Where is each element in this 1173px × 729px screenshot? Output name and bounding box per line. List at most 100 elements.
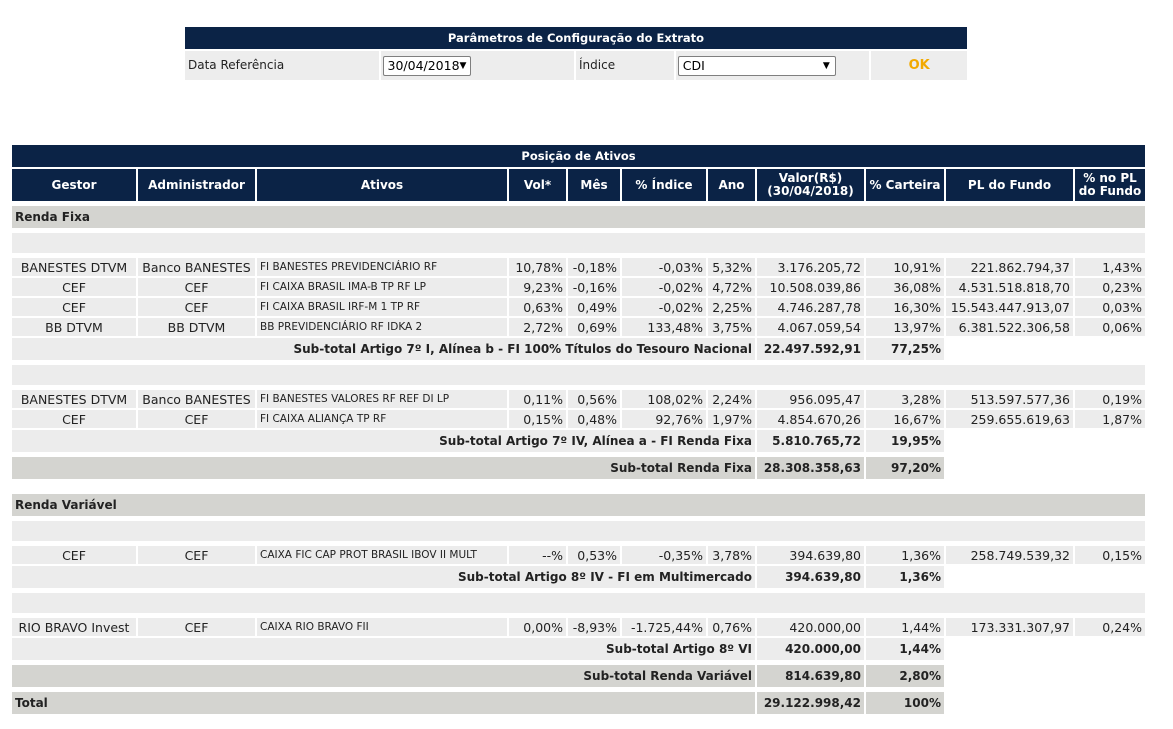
col-gestor: Gestor <box>12 167 136 201</box>
grand-total-carteira: 100% <box>866 692 944 714</box>
cell-admin: CEF <box>138 278 255 298</box>
cell-vol: 0,15% <box>509 410 566 430</box>
section-renda-variavel: Renda Variável <box>12 494 1145 516</box>
section-title: Renda Fixa <box>12 206 1145 228</box>
cell-ano: 1,97% <box>708 410 755 430</box>
date-label: Data Referência <box>185 51 379 80</box>
cell-pl: 513.597.577,36 <box>946 390 1073 410</box>
cell-pl: 15.543.447.913,07 <box>946 298 1073 318</box>
cell-vol: 9,23% <box>509 278 566 298</box>
cell-gestor: RIO BRAVO Invest <box>12 618 136 638</box>
cell-vol: 2,72% <box>509 318 566 338</box>
cell-admin: Banco BANESTES <box>138 258 255 278</box>
cell-valor: 394.639,80 <box>757 546 864 566</box>
subtotal-carteira: 77,25% <box>866 338 944 360</box>
cell-ano: 3,75% <box>708 318 755 338</box>
subtotal-label: Sub-total Artigo 7º IV, Alínea a - FI Re… <box>12 430 755 452</box>
subtotal-carteira: 1,36% <box>866 566 944 588</box>
cell-admin: CEF <box>138 618 255 638</box>
cell-carteira: 13,97% <box>866 318 944 338</box>
subtotal-valor: 28.308.358,63 <box>757 457 864 479</box>
cell-admin: CEF <box>138 410 255 430</box>
cell-indice: -1.725,44% <box>622 618 706 638</box>
index-cell: CDI ▼ <box>675 51 870 80</box>
col-ativos: Ativos <box>257 167 507 201</box>
grand-total-row: Total 29.122.998,42 100% <box>12 692 1145 714</box>
cell-pct_pl: 0,24% <box>1075 618 1145 638</box>
table-row: CEF CEF CAIXA FIC CAP PROT BRASIL IBOV II … <box>12 546 1145 566</box>
cell-mes: 0,56% <box>568 390 620 410</box>
positions-table: Posição de Ativos Gestor Administrador A… <box>10 145 1147 714</box>
cell-ativo: FI BANESTES PREVIDENCIÁRIO RF <box>257 258 507 278</box>
col-valor: Valor(R$) (30/04/2018) <box>757 167 864 201</box>
date-select-value: 30/04/2018 <box>387 58 460 73</box>
cell-gestor: CEF <box>12 278 136 298</box>
subtotal-row: Sub-total Artigo 7º IV, Alínea a - FI Re… <box>12 430 1145 452</box>
subtotal-label: Sub-total Renda Fixa <box>12 457 755 479</box>
cell-gestor: CEF <box>12 546 136 566</box>
table-header: Gestor Administrador Ativos Vol* Mês % Í… <box>12 167 1145 201</box>
cell-mes: 0,53% <box>568 546 620 566</box>
cell-ativo: FI BANESTES VALORES RF REF DI LP <box>257 390 507 410</box>
cell-mes: 0,49% <box>568 298 620 318</box>
group-separator-row <box>12 521 1145 541</box>
subtotal-valor: 22.497.592,91 <box>757 338 864 360</box>
section-title: Renda Variável <box>12 494 1145 516</box>
subtotal-carteira: 97,20% <box>866 457 944 479</box>
subtotal-valor: 5.810.765,72 <box>757 430 864 452</box>
cell-carteira: 3,28% <box>866 390 944 410</box>
config-panel: Parâmetros de Configuração do Extrato Da… <box>185 27 967 80</box>
cell-valor: 4.067.059,54 <box>757 318 864 338</box>
cell-indice: -0,35% <box>622 546 706 566</box>
cell-ativo: FI CAIXA BRASIL IMA-B TP RF LP <box>257 278 507 298</box>
col-pct-pl: % no PL do Fundo <box>1075 167 1145 201</box>
cell-ano: 5,32% <box>708 258 755 278</box>
cell-pct_pl: 0,23% <box>1075 278 1145 298</box>
cell-mes: -0,18% <box>568 258 620 278</box>
config-row: Data Referência 30/04/2018 ▼ Índice CDI … <box>185 51 967 80</box>
cell-vol: 10,78% <box>509 258 566 278</box>
group-separator-row <box>12 593 1145 613</box>
index-select[interactable]: CDI ▼ <box>677 55 836 76</box>
col-carteira: % Carteira <box>866 167 944 201</box>
cell-admin: BB DTVM <box>138 318 255 338</box>
cell-valor: 4.746.287,78 <box>757 298 864 318</box>
table-row: BB DTVM BB DTVM BB PREVIDENCIÁRIO RF IDKA … <box>12 318 1145 338</box>
cell-ativo: CAIXA FIC CAP PROT BRASIL IBOV II MULT <box>257 546 507 566</box>
cell-pct_pl: 0,06% <box>1075 318 1145 338</box>
col-valor-line1: Valor(R$) <box>778 171 843 185</box>
cell-ativo: FI CAIXA ALIANÇA TP RF <box>257 410 507 430</box>
col-pct-pl-line1: % no PL <box>1083 171 1137 185</box>
cell-indice: -0,03% <box>622 258 706 278</box>
cell-pl: 6.381.522.306,58 <box>946 318 1073 338</box>
grand-total-label: Total <box>12 692 755 714</box>
cell-valor: 4.854.670,26 <box>757 410 864 430</box>
cell-gestor: BANESTES DTVM <box>12 390 136 410</box>
cell-pct_pl: 1,87% <box>1075 410 1145 430</box>
subtotal-label: Sub-total Artigo 7º I, Alínea b - FI 100… <box>12 338 755 360</box>
cell-ano: 2,25% <box>708 298 755 318</box>
group-separator-row <box>12 233 1145 253</box>
col-valor-line2: (30/04/2018) <box>767 184 854 198</box>
cell-ano: 4,72% <box>708 278 755 298</box>
cell-pct_pl: 0,03% <box>1075 298 1145 318</box>
cell-valor: 956.095,47 <box>757 390 864 410</box>
cell-vol: --% <box>509 546 566 566</box>
col-mes: Mês <box>568 167 620 201</box>
cell-valor: 420.000,00 <box>757 618 864 638</box>
table-row: RIO BRAVO Invest CEF CAIXA RIO BRAVO FII 0,… <box>12 618 1145 638</box>
subtotal-valor: 420.000,00 <box>757 638 864 660</box>
cell-ano: 3,78% <box>708 546 755 566</box>
cell-gestor: CEF <box>12 298 136 318</box>
date-cell: 30/04/2018 ▼ <box>380 51 574 80</box>
cell-ativo: CAIXA RIO BRAVO FII <box>257 618 507 638</box>
col-ano: Ano <box>708 167 755 201</box>
col-pct-pl-line2: do Fundo <box>1078 184 1142 198</box>
cell-pl: 173.331.307,97 <box>946 618 1073 638</box>
ok-button[interactable]: OK <box>871 51 967 80</box>
index-select-value: CDI <box>682 58 705 73</box>
date-select[interactable]: 30/04/2018 ▼ <box>382 55 471 76</box>
cell-ativo: FI CAIXA BRASIL IRF-M 1 TP RF <box>257 298 507 318</box>
cell-ativo: BB PREVIDENCIÁRIO RF IDKA 2 <box>257 318 507 338</box>
col-administrador: Administrador <box>138 167 255 201</box>
